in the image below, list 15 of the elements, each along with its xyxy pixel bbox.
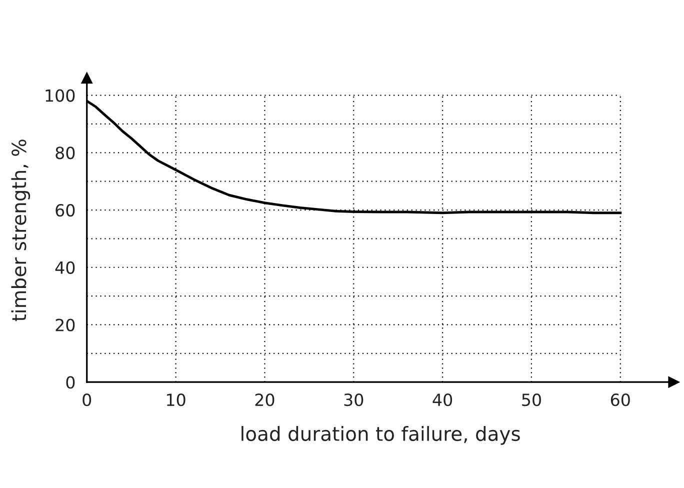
x-tick-label: 40 [432,394,452,406]
x-axis-title: load duration to failure, days [242,426,520,445]
y-tick-label: 40 [55,261,75,274]
x-tick-label: 50 [522,394,541,406]
x-tick-label: 10 [167,394,186,406]
x-tick-label: 30 [344,394,364,406]
y-tick-label: 60 [56,204,75,217]
y-tick-label: 20 [56,318,75,332]
y-tick-label: 0 [66,376,75,389]
y-axis-title: timber strength, % [11,140,30,322]
y-tick-label: 80 [56,146,75,160]
x-tick-label: 20 [255,394,274,406]
x-tick-label: 60 [610,394,630,406]
x-tick-label: 0 [82,394,92,406]
y-tick-label: 100 [46,89,75,102]
